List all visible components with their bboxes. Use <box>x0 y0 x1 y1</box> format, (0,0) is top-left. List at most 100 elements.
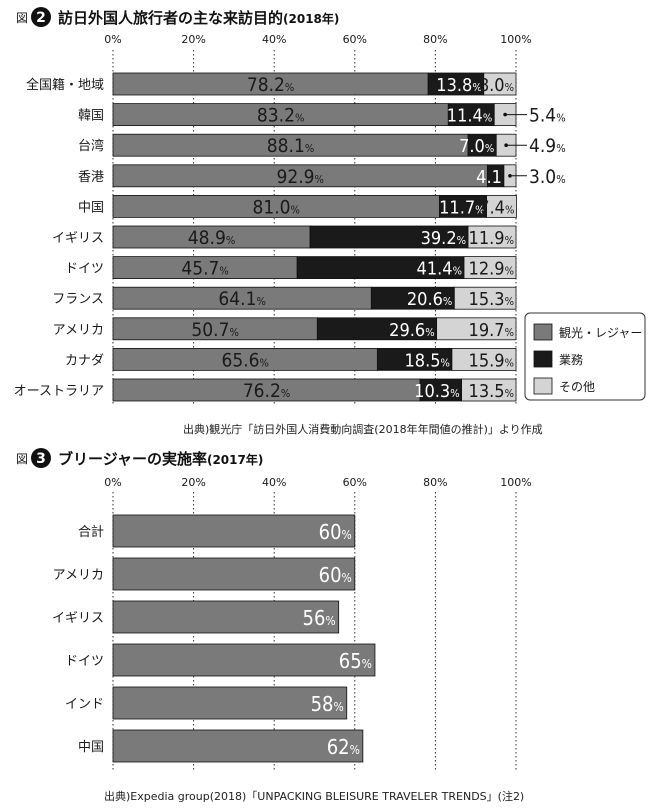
data-label: 12.9% <box>469 259 514 280</box>
data-label: 11.4% <box>447 106 492 127</box>
leader-dot <box>508 174 512 178</box>
data-label: 65% <box>339 649 372 673</box>
data-label: 58% <box>311 692 344 716</box>
data-label: 7.0% <box>459 136 494 157</box>
bar <box>112 729 364 763</box>
data-label: 81.0% <box>252 196 299 218</box>
category-label: 韓国 <box>78 109 104 124</box>
bar <box>112 600 340 634</box>
x-tick-label: 60% <box>343 476 367 489</box>
category-label: イギリス <box>52 611 104 626</box>
data-label: 18.5% <box>404 350 449 371</box>
data-label: 4.9% <box>529 135 566 157</box>
data-label: 8.0% <box>479 75 514 96</box>
data-label: 39.2% <box>421 228 466 249</box>
bar-segment <box>461 378 517 402</box>
figure-2-label: 図 <box>16 11 28 25</box>
data-label: 11.9% <box>469 228 514 249</box>
data-label: 64.1% <box>218 288 265 310</box>
category-label: インド <box>65 697 104 712</box>
figure-3-source: 出典)Expedia group(2018)「UNPACKING BLEISUR… <box>104 789 524 803</box>
data-label: 5.4% <box>529 105 566 127</box>
x-tick-label: 100% <box>500 33 531 46</box>
bar <box>112 686 348 720</box>
figure-2-chart: 0% 20% 40% 60% 80% 100% 全国籍・地域 78.2% 13.8%8.0% 韓国… <box>14 33 566 405</box>
legend-label: その他 <box>559 380 595 394</box>
data-label: 4.1 <box>476 167 502 188</box>
figure-3-number: 3 <box>36 451 46 467</box>
data-label: 83.2% <box>257 105 304 127</box>
data-label: 13.8% <box>436 75 481 96</box>
category-label: イギリス <box>52 231 104 246</box>
data-label: 45.7% <box>181 258 228 280</box>
data-label: 11.7% <box>439 197 484 218</box>
category-label: 中国 <box>78 740 104 755</box>
data-label: 15.3% <box>469 289 514 310</box>
x-tick-label: 40% <box>262 33 286 46</box>
data-label: 88.1% <box>267 135 314 157</box>
data-label: 10.3% <box>414 381 459 402</box>
category-label: 台湾 <box>78 138 104 154</box>
data-label: 19.7% <box>469 320 514 341</box>
figure-2-number-badge <box>31 7 51 27</box>
x-tick-label: 20% <box>181 33 205 46</box>
x-tick-label: 80% <box>423 33 447 46</box>
figure-2-number: 2 <box>36 10 46 26</box>
bar-segment <box>436 317 517 341</box>
data-label: 76.2% <box>243 380 290 402</box>
bar-segment <box>486 194 517 218</box>
data-label: 29.6% <box>389 320 434 341</box>
category-label: 全国籍・地域 <box>26 77 104 93</box>
figure-3-number-badge <box>31 448 51 468</box>
category-label: アメリカ <box>53 323 104 338</box>
figure-3-label: 図 <box>16 452 28 466</box>
bar-segment <box>483 72 517 96</box>
x-tick-label: 60% <box>343 33 367 46</box>
category-label: 香港 <box>78 170 104 185</box>
data-label: 60% <box>319 563 352 587</box>
category-label: ドイツ <box>65 654 104 669</box>
data-label: 92.9% <box>276 166 323 188</box>
data-label: 78.2% <box>247 74 294 96</box>
data-label: 3.0% <box>529 166 566 188</box>
figure-2-header: 図 2 訪日外国人旅行者の主な来訪目的(2018年) <box>16 7 339 27</box>
figure-3-title: ブリージャーの実施率(2017年) <box>58 450 263 468</box>
category-label: ドイツ <box>65 262 104 277</box>
figure-3-header: 図 3 ブリージャーの実施率(2017年) <box>16 448 263 468</box>
category-label: フランス <box>52 292 104 307</box>
bar-segment <box>463 256 517 280</box>
x-tick-label: 40% <box>262 476 286 489</box>
data-label: 50.7% <box>191 319 238 341</box>
figure-2-title: 訪日外国人旅行者の主な来訪目的(2018年) <box>58 9 339 27</box>
legend-label: 観光・レジャー <box>559 326 642 340</box>
data-label: 60% <box>319 520 352 544</box>
legend-swatch <box>533 323 553 341</box>
bar <box>112 557 356 591</box>
bar <box>112 643 376 677</box>
data-label: 20.6% <box>407 289 452 310</box>
category-label: カナダ <box>65 353 104 368</box>
legend-box <box>524 312 646 401</box>
category-label: 中国 <box>78 200 104 215</box>
x-tick-label: 0% <box>104 476 121 489</box>
figure-2-source: 出典)観光庁「訪日外国人消費動向調査(2018年年間値の推計)」より作成 <box>183 422 543 436</box>
legend-swatch <box>533 350 553 368</box>
data-label: 62% <box>327 735 360 759</box>
bar-segment <box>453 286 517 310</box>
x-tick-label: 100% <box>500 476 531 489</box>
bar-segment <box>467 225 517 249</box>
bar <box>112 514 356 548</box>
data-label: 7.4% <box>479 197 514 218</box>
data-label: 13.5% <box>469 381 514 402</box>
legend-swatch <box>533 377 553 395</box>
legend-label: 業務 <box>559 353 583 367</box>
data-label: 65.6% <box>221 349 268 371</box>
data-label: 15.9% <box>469 350 514 371</box>
x-tick-label: 0% <box>104 33 121 46</box>
bar-segment <box>451 347 517 371</box>
category-label: アメリカ <box>53 568 104 583</box>
x-tick-label: 20% <box>181 476 205 489</box>
category-label: オーストラリア <box>14 384 104 399</box>
data-label: 56% <box>303 606 336 630</box>
